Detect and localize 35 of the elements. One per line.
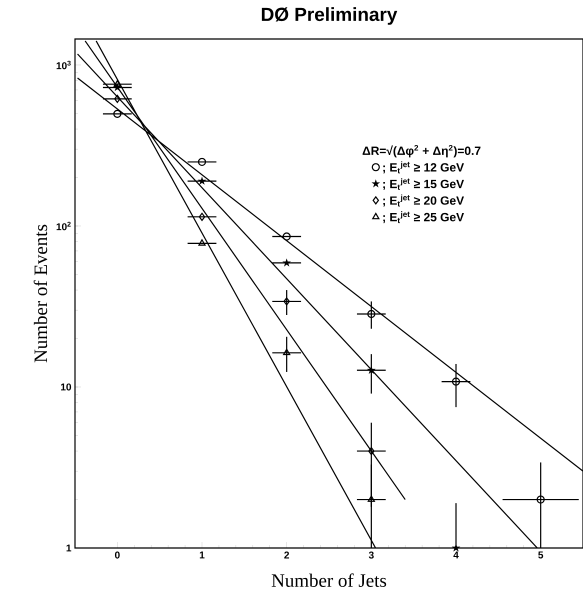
point xyxy=(114,80,121,87)
point xyxy=(198,158,206,166)
point xyxy=(367,310,376,318)
point xyxy=(282,232,291,241)
y-tick-label: 10$^{2}$ xyxy=(56,222,71,230)
y-tick-label: 10$^{3}$ xyxy=(56,60,71,70)
legend-label: ; E$_{t}$$^{jet}$ ≥ 25 GeV xyxy=(383,211,464,224)
legend-label: ; E$_{t}$$^{jet}$ ≥ 20 GeV xyxy=(383,194,464,207)
x-tick-label: 5 xyxy=(538,552,544,558)
point xyxy=(282,258,291,267)
point xyxy=(367,366,376,374)
legend-label: ; E$_{t}$$^{jet}$ ≥ 15 GeV xyxy=(383,178,464,190)
x-tick-label: 0 xyxy=(114,552,120,559)
x-tick-label: 2 xyxy=(284,552,290,558)
point xyxy=(114,94,121,103)
point xyxy=(198,176,206,185)
point xyxy=(198,212,206,221)
x-tick-label: 3 xyxy=(368,552,374,559)
legend-title: ΔR=√(Δφ$^{2}$ + Δη$^{2}$)=0.7 xyxy=(362,144,480,158)
y-tick-label: 1 xyxy=(66,544,72,552)
y-axis-title: Number of Events xyxy=(34,224,48,362)
point xyxy=(536,495,545,504)
legend-label: ; E$_{t}$$^{jet}$ ≥ 12 GeV xyxy=(383,161,464,174)
y-tick-label: 10 xyxy=(61,383,72,391)
x-tick-label: 1 xyxy=(200,552,204,558)
point xyxy=(198,239,206,246)
point xyxy=(368,495,375,502)
point xyxy=(283,348,290,356)
point xyxy=(283,297,290,306)
point xyxy=(452,378,460,386)
x-axis-title: Number of Jets xyxy=(272,573,386,587)
point xyxy=(368,446,375,456)
point xyxy=(113,110,122,118)
x-tick-label: 4 xyxy=(453,552,459,558)
chart-title: DØ Preliminary xyxy=(262,7,398,25)
